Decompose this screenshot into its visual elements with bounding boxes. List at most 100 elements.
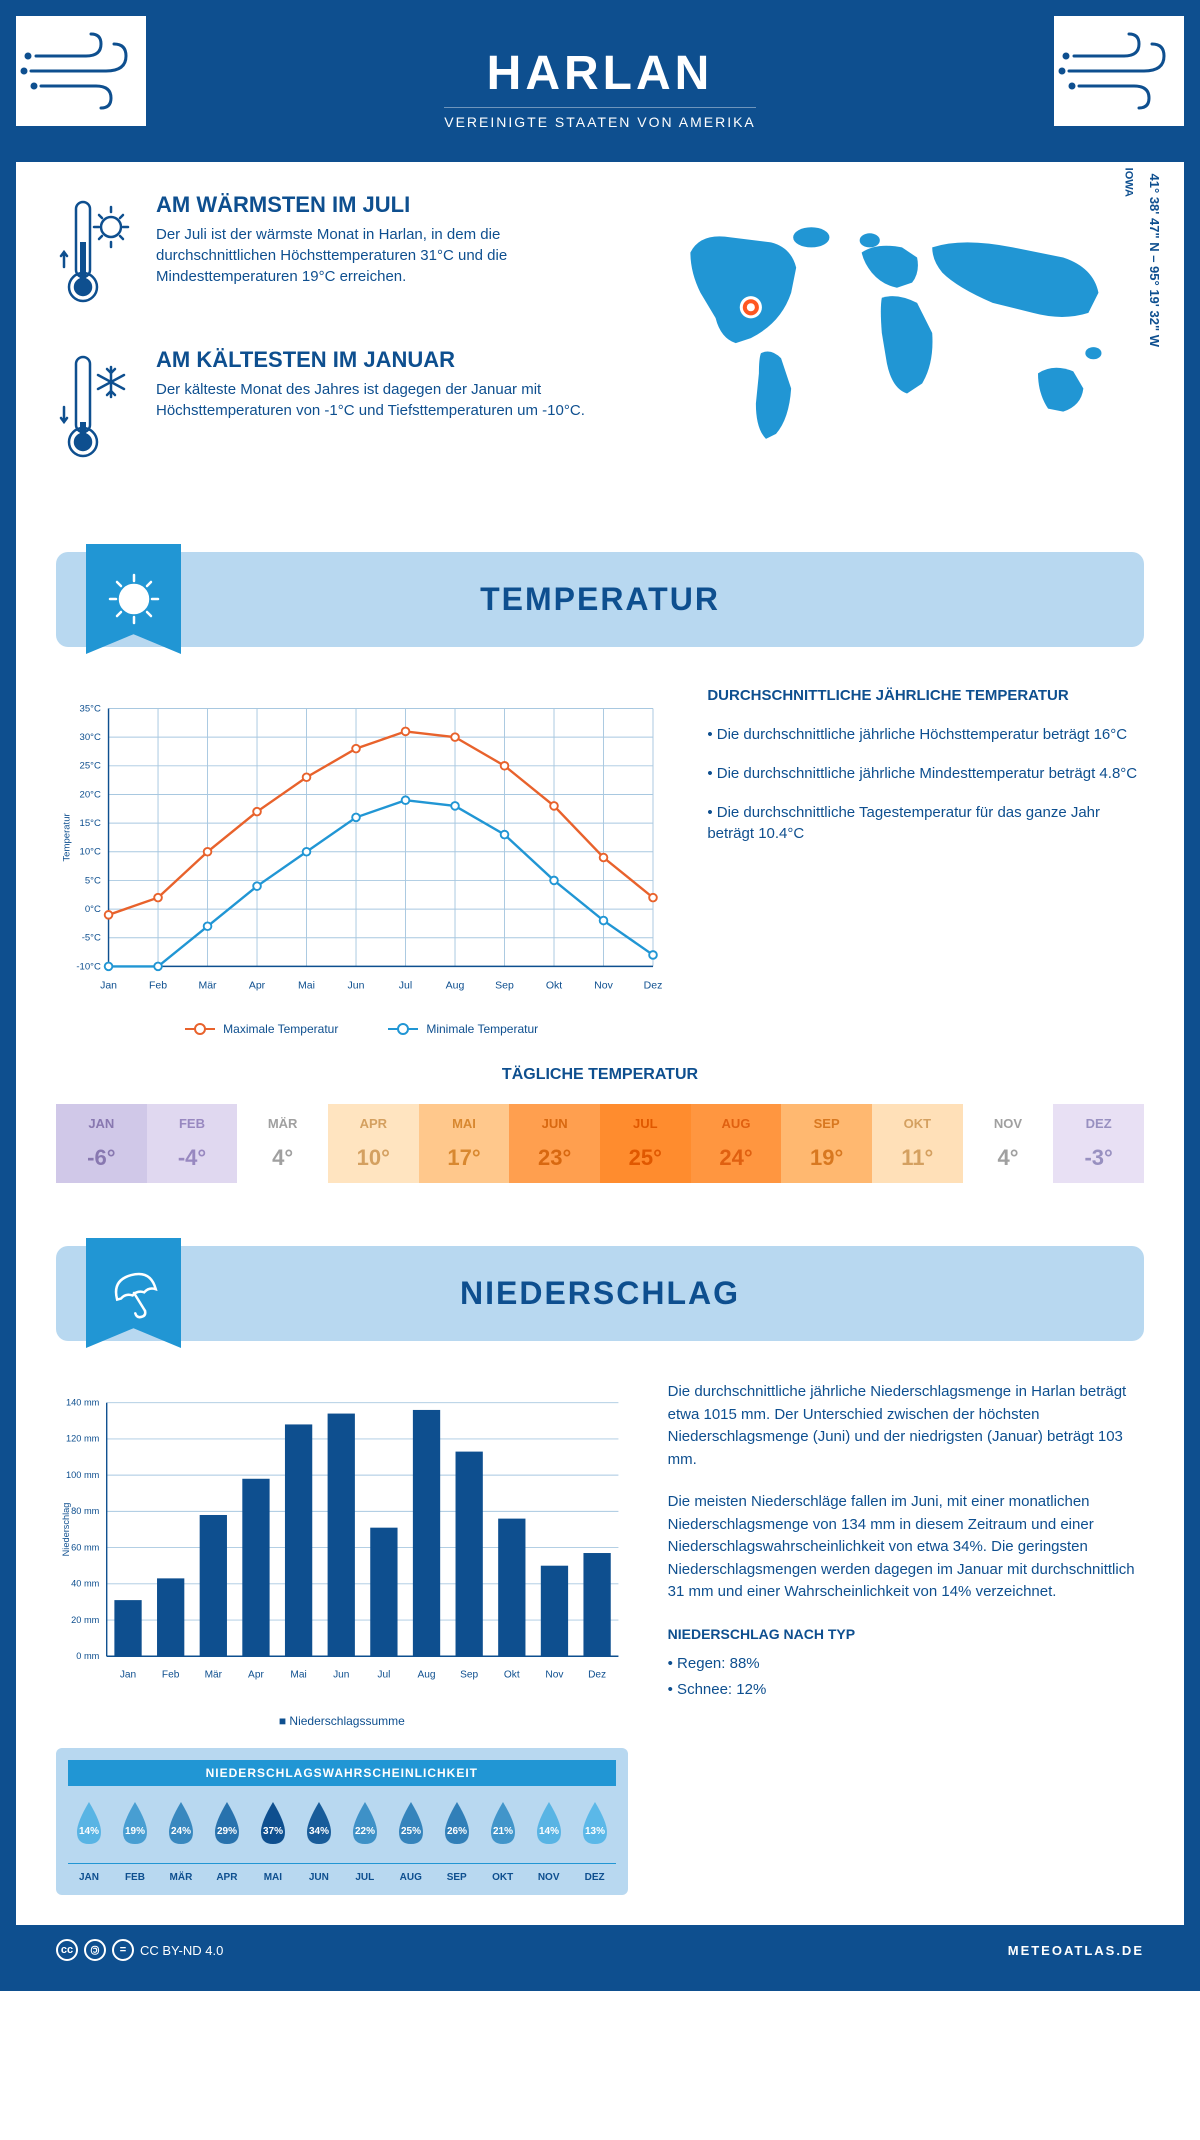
drop: 21%: [482, 1798, 524, 1853]
svg-text:100 mm: 100 mm: [66, 1470, 100, 1480]
legend-min-label: Minimale Temperatur: [426, 1022, 538, 1036]
drop: 37%: [252, 1798, 294, 1853]
warmest-block: AM WÄRMSTEN IM JULI Der Juli ist der wär…: [56, 192, 610, 317]
probability-box: NIEDERSCHLAGSWAHRSCHEINLICHKEIT 14% 19% …: [56, 1748, 628, 1895]
svg-text:Mär: Mär: [198, 979, 217, 991]
temp-info-3: • Die durchschnittliche Tagestemperatur …: [707, 802, 1144, 844]
temperature-line-chart: -10°C-5°C0°C5°C10°C15°C20°C25°C30°C35°CJ…: [56, 687, 667, 1007]
temp-info-1: • Die durchschnittliche jährliche Höchst…: [707, 724, 1144, 745]
svg-text:-5°C: -5°C: [82, 933, 101, 944]
daily-temp-grid: JAN-6° FEB-4° MÄR4° APR10° MAI17° JUN23°…: [56, 1104, 1144, 1186]
svg-text:19%: 19%: [125, 1826, 145, 1837]
svg-text:Mai: Mai: [298, 979, 315, 991]
precip-text-2: Die meisten Niederschläge fallen im Juni…: [668, 1491, 1144, 1604]
precip-type-2: • Schnee: 12%: [668, 1679, 1144, 1702]
coldest-text: Der kälteste Monat des Jahres ist dagege…: [156, 379, 610, 421]
svg-text:80 mm: 80 mm: [71, 1506, 99, 1516]
svg-text:Nov: Nov: [594, 979, 613, 991]
svg-text:Jul: Jul: [399, 979, 412, 991]
svg-text:Feb: Feb: [162, 1669, 180, 1680]
svg-text:25°C: 25°C: [80, 761, 101, 772]
svg-text:Jan: Jan: [120, 1669, 136, 1680]
svg-text:15°C: 15°C: [80, 818, 101, 829]
svg-text:Feb: Feb: [149, 979, 167, 991]
svg-text:Nov: Nov: [545, 1669, 564, 1680]
temp-cell: OKT11°: [872, 1104, 963, 1186]
precip-section-header: NIEDERSCHLAG: [56, 1246, 1144, 1341]
daily-title: TÄGLICHE TEMPERATUR: [56, 1066, 1144, 1084]
temp-cell: DEZ-3°: [1053, 1104, 1144, 1186]
temp-cell: SEP19°: [781, 1104, 872, 1186]
thermometer-hot-icon: [56, 192, 136, 317]
temp-cell: MÄR4°: [237, 1104, 328, 1186]
umbrella-icon: [86, 1238, 181, 1348]
svg-text:Okt: Okt: [504, 1669, 520, 1680]
header: HARLAN VEREINIGTE STAATEN VON AMERIKA: [16, 16, 1184, 162]
svg-text:Sep: Sep: [460, 1669, 478, 1680]
svg-text:Aug: Aug: [418, 1669, 436, 1680]
sun-icon: [86, 544, 181, 654]
coldest-title: AM KÄLTESTEN IM JANUAR: [156, 347, 610, 373]
world-map: [640, 192, 1144, 454]
license: cc🄯= CC BY-ND 4.0: [56, 1939, 223, 1961]
svg-text:Jun: Jun: [333, 1669, 349, 1680]
svg-text:0°C: 0°C: [85, 904, 101, 915]
precip-text-1: Die durchschnittliche jährliche Niedersc…: [668, 1381, 1144, 1471]
license-text: CC BY-ND 4.0: [140, 1943, 223, 1958]
temp-cell: JUN23°: [509, 1104, 600, 1186]
drop: 22%: [344, 1798, 386, 1853]
svg-text:20°C: 20°C: [80, 789, 101, 800]
svg-text:10°C: 10°C: [80, 847, 101, 858]
warmest-title: AM WÄRMSTEN IM JULI: [156, 192, 610, 218]
temp-cell: JAN-6°: [56, 1104, 147, 1186]
temp-cell: APR10°: [328, 1104, 419, 1186]
svg-text:Jan: Jan: [100, 979, 117, 991]
footer: cc🄯= CC BY-ND 4.0 METEOATLAS.DE: [16, 1925, 1184, 1975]
svg-text:Dez: Dez: [588, 1669, 606, 1680]
coordinates: 41° 38' 47" N – 95° 19' 32" W: [1147, 174, 1162, 347]
drop: 24%: [160, 1798, 202, 1853]
drop: 14%: [528, 1798, 570, 1853]
temp-section-header: TEMPERATUR: [56, 552, 1144, 647]
bar-legend: Niederschlagssumme: [56, 1714, 628, 1728]
svg-text:37%: 37%: [263, 1826, 283, 1837]
prob-title: NIEDERSCHLAGSWAHRSCHEINLICHKEIT: [68, 1760, 616, 1786]
page-title: HARLAN: [36, 46, 1164, 101]
svg-text:30°C: 30°C: [80, 732, 101, 743]
drop: 19%: [114, 1798, 156, 1853]
temp-cell: JUL25°: [600, 1104, 691, 1186]
svg-text:Mär: Mär: [205, 1669, 223, 1680]
precip-title: NIEDERSCHLAG: [460, 1275, 740, 1312]
svg-text:140 mm: 140 mm: [66, 1397, 100, 1407]
svg-text:24%: 24%: [171, 1826, 191, 1837]
temp-cell: FEB-4°: [147, 1104, 238, 1186]
svg-text:Aug: Aug: [446, 979, 465, 991]
drop: 25%: [390, 1798, 432, 1853]
page-subtitle: VEREINIGTE STAATEN VON AMERIKA: [444, 107, 756, 130]
svg-text:Apr: Apr: [248, 1669, 264, 1680]
thermometer-cold-icon: [56, 347, 136, 472]
svg-text:Sep: Sep: [495, 979, 514, 991]
wind-icon-left: [16, 16, 146, 126]
svg-text:26%: 26%: [447, 1826, 467, 1837]
warmest-text: Der Juli ist der wärmste Monat in Harlan…: [156, 224, 610, 287]
svg-text:35°C: 35°C: [80, 703, 101, 714]
svg-text:14%: 14%: [79, 1826, 99, 1837]
svg-text:60 mm: 60 mm: [71, 1542, 99, 1552]
svg-text:20 mm: 20 mm: [71, 1615, 99, 1625]
temp-info-2: • Die durchschnittliche jährliche Mindes…: [707, 763, 1144, 784]
svg-text:25%: 25%: [401, 1826, 421, 1837]
svg-text:22%: 22%: [355, 1826, 375, 1837]
legend-max-label: Maximale Temperatur: [223, 1022, 338, 1036]
svg-text:34%: 34%: [309, 1826, 329, 1837]
precipitation-bar-chart: 0 mm20 mm40 mm60 mm80 mm100 mm120 mm140 …: [56, 1381, 628, 1701]
svg-text:120 mm: 120 mm: [66, 1434, 100, 1444]
drop: 29%: [206, 1798, 248, 1853]
probability-months: JANFEBMÄRAPRMAIJUNJULAUGSEPOKTNOVDEZ: [68, 1872, 616, 1883]
svg-text:13%: 13%: [585, 1826, 605, 1837]
coldest-block: AM KÄLTESTEN IM JANUAR Der kälteste Mona…: [56, 347, 610, 472]
temp-cell: AUG24°: [691, 1104, 782, 1186]
temp-cell: MAI17°: [419, 1104, 510, 1186]
svg-text:Temperatur: Temperatur: [61, 812, 72, 861]
svg-text:14%: 14%: [539, 1826, 559, 1837]
